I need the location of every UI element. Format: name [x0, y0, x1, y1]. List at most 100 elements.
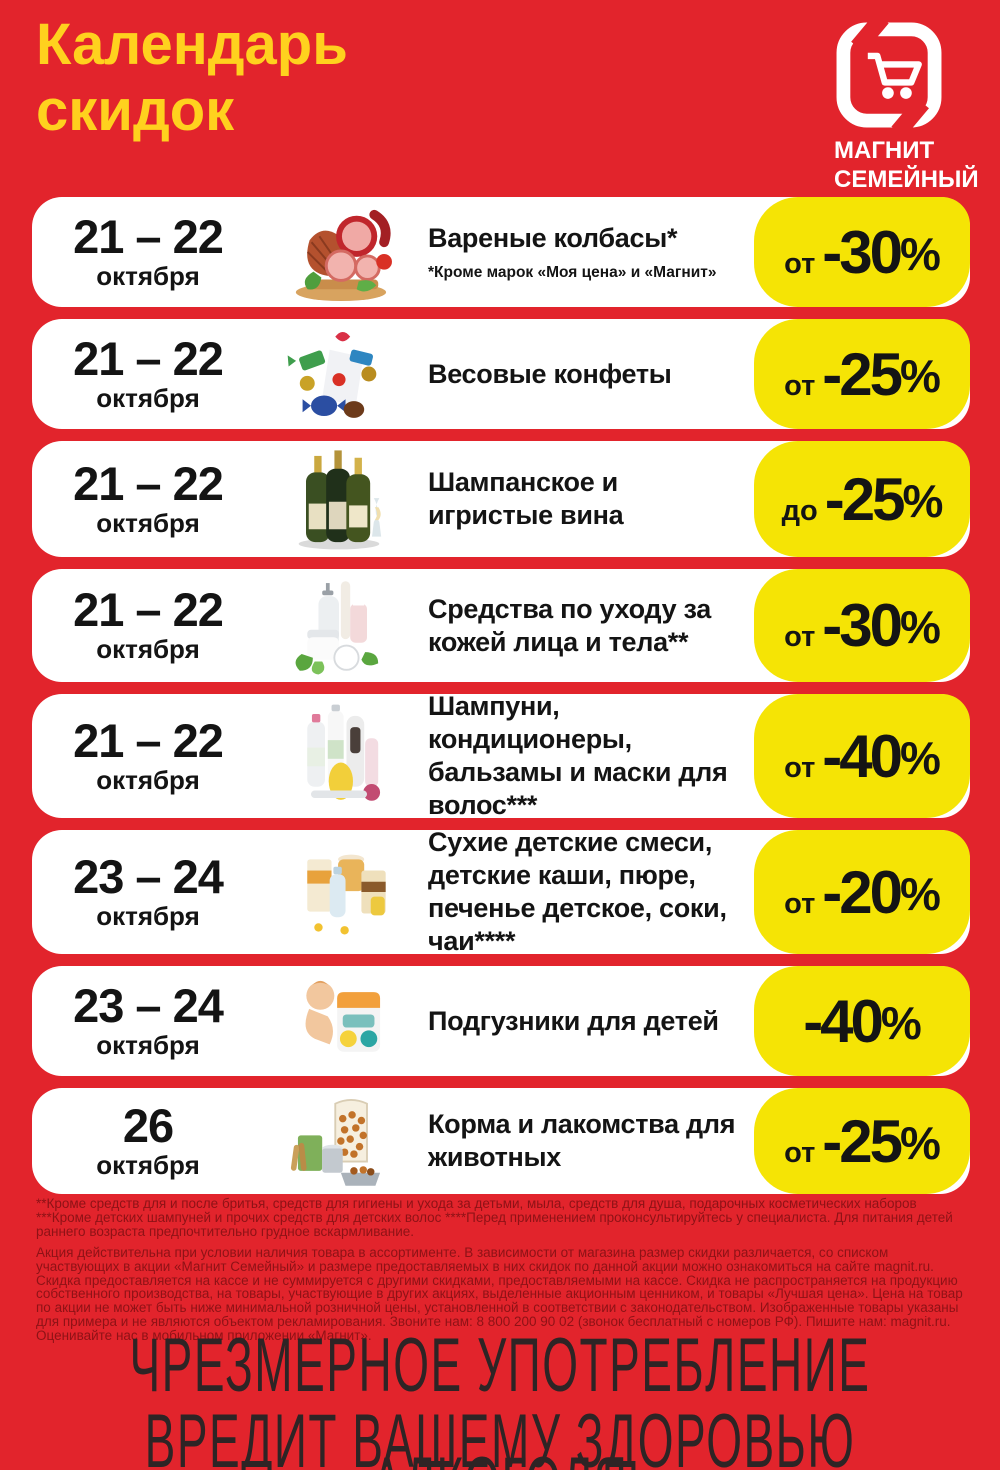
- promo-rows: 21 – 22 октября: [32, 197, 970, 1206]
- product-title: Вареные колбасы*: [428, 223, 678, 253]
- promo-row: 21 – 22 октября: [32, 319, 970, 429]
- product-desc: Вареные колбасы* *Кроме марок «Моя цена»…: [414, 222, 970, 282]
- date-month: октября: [96, 764, 200, 795]
- discount-value: -30: [822, 218, 903, 286]
- skincare-photo: [264, 574, 414, 678]
- percent-sign: %: [900, 227, 941, 280]
- discount-prefix: от: [784, 887, 816, 920]
- date-range: 21 – 22: [73, 209, 224, 263]
- product-desc: Подгузники для детей: [414, 1005, 970, 1038]
- product-title: Весовые конфеты: [428, 358, 672, 389]
- discount-badge: от -30 %: [754, 197, 970, 307]
- date-block: 21 – 22 октября: [32, 331, 264, 414]
- discount-value: -40: [822, 722, 903, 790]
- candies-photo: [264, 324, 414, 424]
- brand-name-line1: МАГНИТ: [834, 137, 935, 164]
- footnotes: **Кроме средств для и после бритья, сред…: [36, 1197, 970, 1343]
- date-month: октября: [96, 1029, 200, 1060]
- discount-value: -20: [822, 858, 903, 926]
- percent-sign: %: [880, 996, 922, 1049]
- discount-prefix: от: [784, 247, 816, 280]
- date-block: 21 – 22 октября: [32, 456, 264, 539]
- brand-name-line2: СЕМЕЙНЫЙ: [834, 166, 979, 193]
- date-month: октября: [96, 1149, 200, 1180]
- date-month: октября: [96, 260, 200, 291]
- promo-row: 23 – 24 октября Подгузники для детей: [32, 966, 970, 1076]
- product-title: Шампуни, кондиционеры, бальзамы и маски …: [428, 691, 728, 820]
- discount-prefix: от: [784, 751, 816, 784]
- discount-prefix: до: [781, 494, 818, 527]
- promo-row: 21 – 22 октября: [32, 197, 970, 307]
- percent-sign: %: [900, 867, 941, 920]
- promo-row: 21 – 22 октября: [32, 569, 970, 682]
- discount-value: -30: [822, 592, 903, 659]
- product-desc: Средства по уходу за кожей лица и тела**: [414, 593, 970, 659]
- promo-row: 26 октября: [32, 1088, 970, 1194]
- product-title: Сухие детские смеси, детские каши, пюре,…: [428, 827, 727, 956]
- product-desc: Весовые конфеты: [414, 358, 970, 391]
- alcohol-warning-line2: ВРЕДИТ ВАШЕМУ ЗДОРОВЬЮ: [144, 1397, 856, 1470]
- discount-prefix: от: [784, 369, 816, 402]
- date-month: октября: [96, 507, 200, 538]
- percent-sign: %: [900, 601, 941, 653]
- date-block: 23 – 24 октября: [32, 849, 264, 932]
- discount-value: -25: [822, 340, 903, 408]
- product-desc: Шампуни, кондиционеры, бальзамы и маски …: [414, 690, 970, 822]
- brand-name: МАГНИТ СЕМЕЙНЫЙ: [834, 136, 979, 194]
- alcohol-warning: ЧРЕЗМЕРНОЕ УПОТРЕБЛЕНИЕ АЛКОГОЛЯ ВРЕДИТ …: [0, 1322, 1000, 1470]
- page-title: Календарь скидок: [36, 12, 348, 143]
- date-range: 21 – 22: [73, 713, 224, 767]
- percent-sign: %: [902, 474, 943, 527]
- discount-badge: от -25 %: [754, 1088, 970, 1194]
- date-range: 23 – 24: [73, 849, 224, 903]
- brand-block: МАГНИТ СЕМЕЙНЫЙ: [834, 22, 979, 194]
- product-title: Шампанское и игристые вина: [428, 467, 624, 530]
- discount-value: -25: [822, 1107, 903, 1175]
- discount-badge: -40 %: [754, 966, 970, 1076]
- date-block: 23 – 24 октября: [32, 978, 264, 1061]
- promo-row: 21 – 22 октября: [32, 441, 970, 557]
- discount-prefix: от: [784, 621, 816, 653]
- date-range: 21 – 22: [73, 456, 224, 510]
- discount-badge: от -30 %: [754, 569, 970, 682]
- diapers-photo: [264, 970, 414, 1072]
- date-block: 21 – 22 октября: [32, 586, 264, 665]
- discount-value: -40: [803, 987, 884, 1055]
- product-desc: Шампанское и игристые вина: [414, 466, 970, 532]
- product-title: Корма и лакомства для животных: [428, 1109, 736, 1172]
- date-range: 21 – 22: [73, 331, 224, 385]
- alcohol-warning-line1: ЧРЕЗМЕРНОЕ УПОТРЕБЛЕНИЕ АЛКОГОЛЯ: [129, 1321, 871, 1470]
- product-title: Средства по уходу за кожей лица и тела**: [428, 593, 711, 657]
- date-month: октября: [96, 634, 200, 664]
- percent-sign: %: [900, 1116, 941, 1169]
- percent-sign: %: [900, 731, 941, 784]
- discount-value: -25: [824, 465, 906, 533]
- product-title: Подгузники для детей: [428, 1005, 719, 1036]
- promo-row: 21 – 22 октября: [32, 691, 970, 820]
- discount-prefix: от: [784, 1136, 816, 1169]
- date-block: 21 – 22 октября: [32, 713, 264, 796]
- percent-sign: %: [900, 349, 941, 402]
- date-range: 23 – 24: [73, 978, 224, 1032]
- footnote-legal: Акция действительна при условии наличия …: [36, 1244, 963, 1344]
- footnote-asterisks: **Кроме средств для и после бритья, сред…: [36, 1196, 953, 1239]
- date-range: 21 – 22: [73, 583, 224, 636]
- product-desc: Корма и лакомства для животных: [414, 1108, 970, 1174]
- discount-badge: до -25 %: [754, 441, 970, 557]
- petfood-photo: [264, 1091, 414, 1191]
- babyfood-photo: [264, 837, 414, 947]
- discount-badge: от -25 %: [754, 319, 970, 429]
- product-note: *Кроме марок «Моя цена» и «Магнит»: [428, 264, 717, 281]
- magnit-cart-logo: [836, 22, 942, 128]
- date-block: 21 – 22 октября: [32, 209, 264, 292]
- haircare-photo: [264, 700, 414, 812]
- date-block: 26 октября: [32, 1098, 264, 1181]
- date-month: октября: [96, 382, 200, 413]
- product-desc: Сухие детские смеси, детские каши, пюре,…: [414, 826, 970, 958]
- discount-badge: от -40 %: [754, 694, 970, 818]
- discount-badge: от -20 %: [754, 830, 970, 954]
- sausages-photo: [264, 201, 414, 303]
- date-range: 26: [122, 1098, 174, 1152]
- champagne-photo: [264, 445, 414, 553]
